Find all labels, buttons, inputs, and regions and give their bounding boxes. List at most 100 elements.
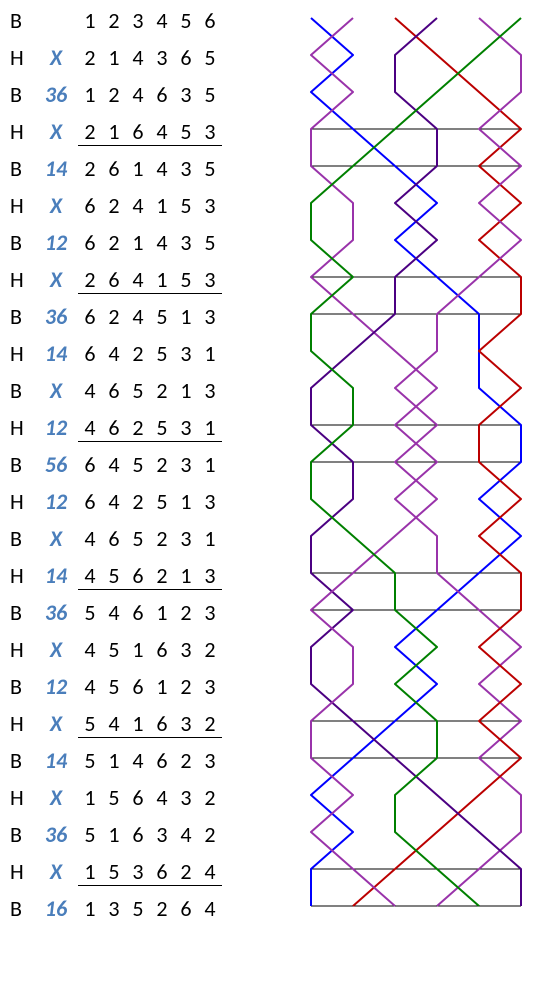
bell-cell: 6 [78, 488, 102, 515]
bell-cell: 1 [150, 192, 174, 219]
bell-cell: 4 [126, 81, 150, 108]
table-row: BX465213 [10, 372, 222, 409]
pn-cell: X [34, 192, 78, 219]
bell-cells: 123456 [78, 7, 222, 34]
bell-cell: 3 [126, 858, 150, 885]
bell-cell: 6 [102, 266, 126, 293]
bell-cell: 4 [78, 673, 102, 700]
bell-cell: 4 [198, 858, 222, 885]
bell-cell: 1 [102, 747, 126, 774]
bh-cell: H [10, 266, 34, 293]
bell-cell: 4 [150, 229, 174, 256]
bell-cell: 6 [78, 303, 102, 330]
bell-cell: 4 [78, 525, 102, 552]
pn-cell: X [34, 858, 78, 885]
bell-cells: 516342 [78, 821, 222, 848]
bell-cell: 1 [174, 377, 198, 404]
bh-cell: H [10, 784, 34, 811]
bh-cell: H [10, 636, 34, 663]
bh-cell: H [10, 192, 34, 219]
pn-cell: 36 [34, 303, 78, 330]
bell-cell: 3 [198, 599, 222, 626]
pn-cell: X [34, 118, 78, 145]
bell-cell: 4 [126, 266, 150, 293]
bell-cell: 5 [150, 488, 174, 515]
bell-cell: 4 [126, 192, 150, 219]
bell-cell: 3 [198, 118, 222, 145]
bell-cell: 3 [174, 81, 198, 108]
bell-cells: 462531 [78, 414, 222, 442]
bell-cell: 6 [126, 784, 150, 811]
bell-cell: 5 [126, 525, 150, 552]
bell-cell: 5 [198, 44, 222, 71]
bell-cell: 5 [126, 451, 150, 478]
bell-cell: 4 [150, 784, 174, 811]
bell-cell: 2 [78, 155, 102, 182]
blue-line-diagram [303, 4, 529, 964]
bell-cell: 2 [150, 377, 174, 404]
bell-cell: 3 [174, 229, 198, 256]
bell-cell: 4 [102, 710, 126, 737]
bell-cell: 2 [198, 821, 222, 848]
bell-cell: 3 [198, 377, 222, 404]
bh-cell: B [10, 303, 34, 330]
table-row: HX451632 [10, 631, 222, 668]
bell-cell: 5 [126, 895, 150, 922]
bell-cells: 624513 [78, 303, 222, 330]
bell-cell: 5 [102, 636, 126, 663]
bell-cell: 6 [78, 451, 102, 478]
bell-cell: 2 [150, 525, 174, 552]
bell-cell: 2 [174, 673, 198, 700]
bell-cell: 4 [126, 44, 150, 71]
bell-cell: 1 [102, 44, 126, 71]
bell-cell: 2 [150, 562, 174, 589]
bell-cell: 5 [198, 81, 222, 108]
bell-cell: 6 [150, 636, 174, 663]
bell-cells: 261435 [78, 155, 222, 182]
bell-cell: 1 [102, 118, 126, 145]
pn-cell: 14 [34, 562, 78, 589]
bell-cell: 5 [150, 414, 174, 441]
table-row: HX214365 [10, 39, 222, 76]
bell-cell: 4 [102, 488, 126, 515]
bell-cell: 3 [198, 747, 222, 774]
bell-cell: 2 [198, 784, 222, 811]
bell-cells: 546123 [78, 599, 222, 626]
bell-cell: 3 [126, 7, 150, 34]
bell-cell: 4 [78, 562, 102, 589]
bh-cell: B [10, 155, 34, 182]
bell-cell: 1 [78, 7, 102, 34]
bell-cell: 1 [126, 155, 150, 182]
bell-cells: 153624 [78, 858, 222, 886]
bell-cell: 4 [78, 414, 102, 441]
bell-cell: 2 [126, 488, 150, 515]
table-row: HX156432 [10, 779, 222, 816]
bell-cell: 5 [78, 599, 102, 626]
bh-cell: H [10, 340, 34, 367]
table-row: B 14261435 [10, 150, 222, 187]
table-row: HX216453 [10, 113, 222, 150]
bell-cell: 1 [78, 784, 102, 811]
bell-cell: 5 [126, 377, 150, 404]
pn-cell: 14 [34, 747, 78, 774]
table-row: HX541632 [10, 705, 222, 742]
pn-cell: X [34, 266, 78, 293]
bell-cell: 6 [150, 747, 174, 774]
bell-cell: 5 [102, 673, 126, 700]
table-row: B14514623 [10, 742, 222, 779]
bell-cell: 1 [78, 81, 102, 108]
bell-cells: 642531 [78, 340, 222, 367]
bell-cell: 5 [102, 562, 126, 589]
bell-cell: 2 [198, 710, 222, 737]
bell-cell: 2 [174, 599, 198, 626]
bell-cell: 4 [126, 303, 150, 330]
bell-cell: 2 [78, 44, 102, 71]
bell-cell: 1 [78, 895, 102, 922]
bell-cell: 1 [198, 525, 222, 552]
bell-cell: 6 [126, 562, 150, 589]
bell-cell: 4 [150, 155, 174, 182]
pn-cell: 36 [34, 81, 78, 108]
bell-cell: 1 [174, 562, 198, 589]
bell-cell: 1 [198, 414, 222, 441]
bell-cells: 216453 [78, 118, 222, 146]
